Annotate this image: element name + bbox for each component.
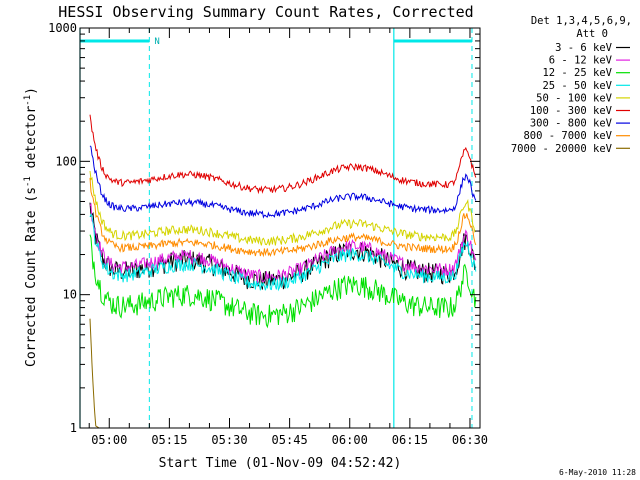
y-tick-label: 100	[55, 154, 77, 168]
x-tick-label: 05:30	[211, 433, 247, 447]
legend-header: Att 0	[576, 28, 608, 40]
night-markers: N	[79, 28, 473, 428]
x-tick-label: 06:00	[332, 433, 368, 447]
series-line	[89, 213, 477, 292]
x-tick-label: 05:00	[91, 433, 127, 447]
night-label: N	[154, 37, 159, 47]
series-line	[89, 145, 477, 219]
legend-entry: 3 - 6 keV	[555, 42, 613, 54]
series-line	[89, 318, 100, 429]
legend-entry: 50 - 100 keV	[536, 92, 613, 104]
legend-entry: 25 - 50 keV	[542, 80, 612, 92]
x-axis-label: Start Time (01-Nov-09 04:52:42)	[159, 456, 402, 471]
legend-entry: 800 - 7000 keV	[523, 130, 612, 142]
y-tick-label: 1000	[48, 21, 77, 35]
y-axis-label: Corrected Count Rate (s-1 detector-1)	[23, 87, 39, 367]
series-line	[89, 177, 477, 258]
legend-header: Det 1,3,4,5,6,9,	[531, 15, 632, 27]
x-tick-label: 06:15	[392, 433, 428, 447]
chart-title: HESSI Observing Summary Count Rates, Cor…	[58, 3, 473, 21]
legend-entry: 7000 - 20000 keV	[511, 143, 613, 155]
series-line	[89, 202, 477, 284]
series-line	[89, 170, 477, 246]
x-tick-label: 05:45	[272, 433, 308, 447]
y-tick-label: 10	[63, 288, 77, 302]
series-line	[89, 114, 477, 195]
legend-entry: 100 - 300 keV	[530, 105, 613, 117]
series-lines	[89, 114, 477, 429]
footer-date: 6-May-2010 11:28	[559, 468, 636, 477]
plot-frame	[79, 27, 481, 429]
x-tick-label: 05:15	[151, 433, 187, 447]
plot-axes: 1 10 100 1000 05:00 05:15 05:30 05:45 06:00 06:15…	[48, 21, 488, 447]
legend-entry: 300 - 800 keV	[530, 118, 613, 130]
legend-entry: 6 - 12 keV	[549, 55, 613, 67]
y-tick-label: 1	[70, 421, 77, 435]
series-line	[89, 234, 477, 329]
legend-entry: 12 - 25 keV	[542, 67, 612, 79]
x-tick-label: 06:30	[452, 433, 488, 447]
